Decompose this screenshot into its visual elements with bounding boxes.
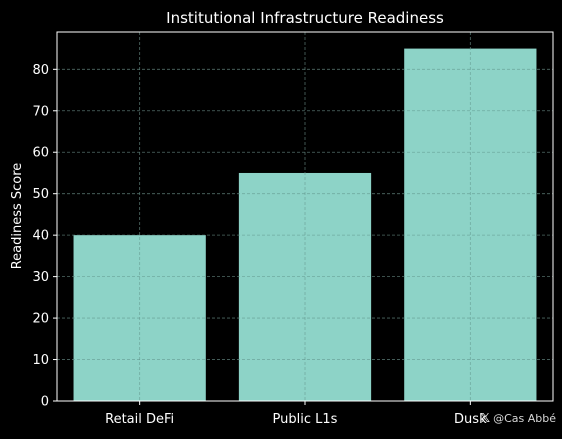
y-tick-label: 80 [32, 63, 49, 78]
y-axis-label: Readiness Score [10, 163, 25, 270]
x-tick-label: Public L1s [273, 412, 338, 427]
grid-over-layer [57, 32, 553, 401]
x-logo-icon: 𝕏 [480, 411, 491, 425]
watermark-handle: @Cas Abbé [493, 411, 556, 425]
y-tick-label: 70 [32, 104, 49, 119]
y-tick-label: 20 [32, 312, 49, 327]
y-tick-label: 0 [41, 395, 49, 410]
y-ticks: 0 10 20 30 40 50 60 70 80 [32, 63, 57, 410]
x-tick-label: Dusk [454, 412, 487, 427]
x-tick-label: Retail DeFi [105, 412, 174, 427]
y-tick-label: 10 [32, 353, 49, 368]
y-tick-label: 30 [32, 270, 49, 285]
x-ticks: Retail DeFi Public L1s Dusk [105, 401, 487, 427]
watermark: 𝕏 @Cas Abbé [480, 411, 556, 425]
chart-title: Institutional Infrastructure Readiness [166, 9, 444, 27]
y-tick-label: 50 [32, 187, 49, 202]
y-tick-label: 40 [32, 229, 49, 244]
y-tick-label: 60 [32, 146, 49, 161]
